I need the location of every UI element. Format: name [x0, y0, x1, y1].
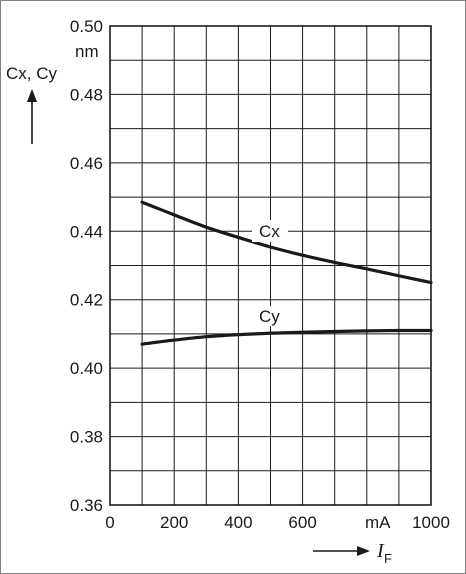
x-axis-unit: mA [365, 513, 391, 532]
y-tick-label: 0.48 [70, 85, 103, 104]
x-tick-label: 200 [160, 513, 188, 532]
series-line-cx [140, 200, 433, 285]
y-axis-label: Cx, Cy [6, 64, 58, 83]
x-axis-label-subscript: F [384, 551, 392, 566]
tick-labels: 0.36 0.38 0.40 0.42 0.44 0.46 0.48 0.50 0 200 400 6… [70, 17, 450, 532]
x-axis-arrow-icon [313, 546, 370, 556]
series-label-bg-cy [255, 306, 285, 326]
y-tick-label: 0.36 [70, 496, 103, 515]
x-axis-label: I [376, 540, 385, 562]
curves: Cx Cy [140, 200, 433, 346]
x-tick-label: 600 [288, 513, 316, 532]
y-tick-label: 0.46 [70, 154, 103, 173]
y-tick-label: 0.40 [70, 359, 103, 378]
y-tick-label: 0.44 [70, 222, 103, 241]
x-tick-label: 1000 [412, 513, 450, 532]
y-tick-label: 0.42 [70, 291, 103, 310]
series-label-cy: Cy [259, 307, 280, 326]
x-tick-label: 0 [105, 513, 114, 532]
y-tick-label: 0.38 [70, 428, 103, 447]
grid [109, 25, 432, 506]
plot-border [109, 25, 432, 506]
y-axis-arrow-icon [27, 89, 37, 144]
series-label-cx: Cx [259, 222, 280, 241]
series-line-cy [140, 328, 433, 346]
y-axis-unit: nm [75, 42, 99, 61]
x-tick-label: 400 [224, 513, 252, 532]
y-tick-label: 0.50 [70, 17, 103, 36]
series-label-bg-cx [252, 220, 288, 242]
